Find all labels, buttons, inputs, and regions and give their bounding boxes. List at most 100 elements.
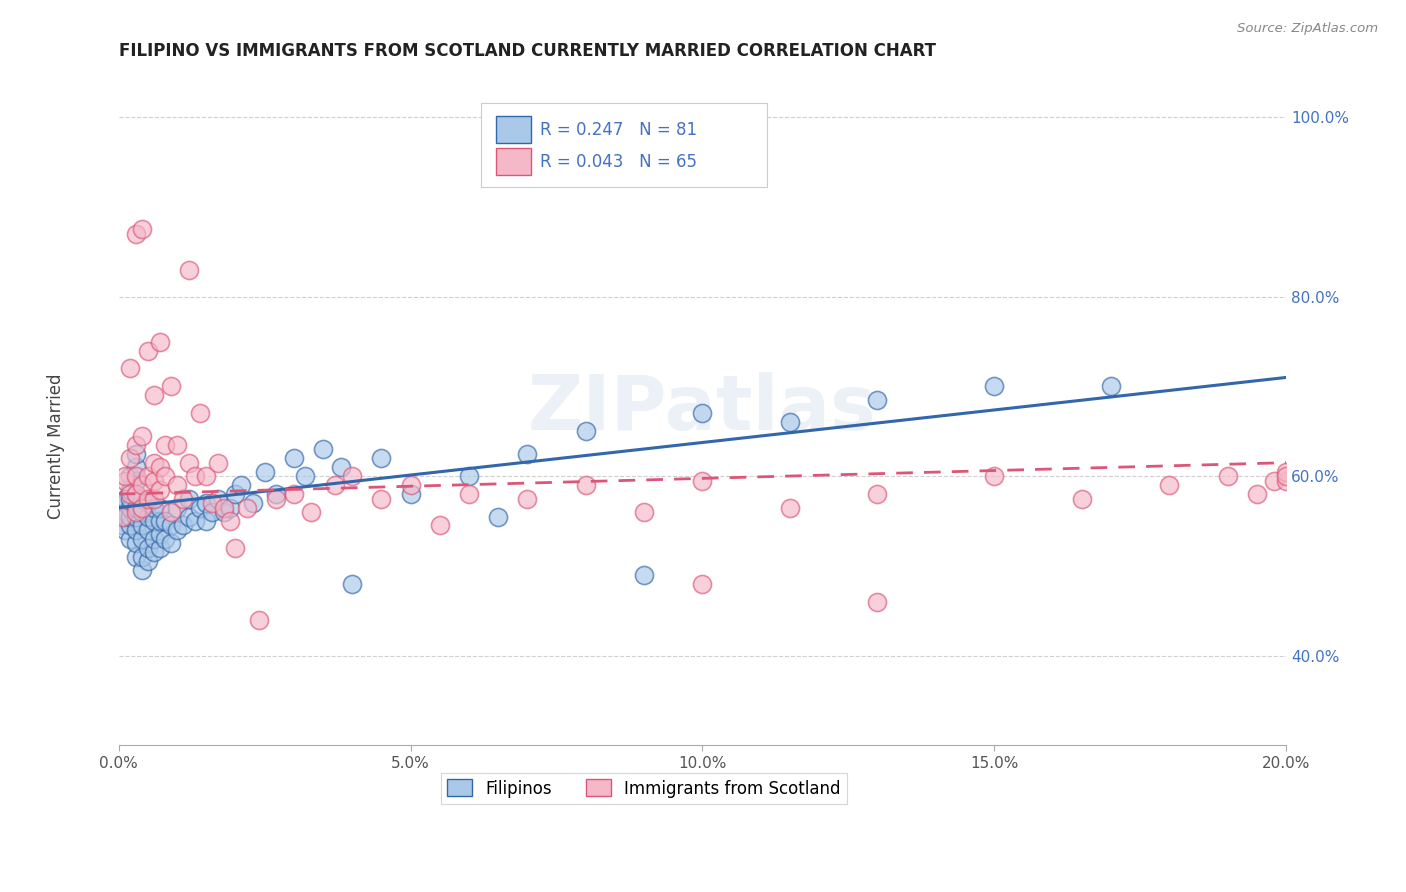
Point xyxy=(149,334,172,349)
Point xyxy=(120,361,142,376)
Point xyxy=(218,514,240,528)
Point xyxy=(177,509,200,524)
Point xyxy=(1070,491,1092,506)
Point xyxy=(166,523,188,537)
Point xyxy=(692,576,714,591)
Point xyxy=(114,474,136,488)
Point xyxy=(155,469,177,483)
Point xyxy=(1275,469,1298,483)
Point xyxy=(120,483,142,497)
Point xyxy=(329,460,352,475)
Point xyxy=(142,474,165,488)
Point xyxy=(370,451,392,466)
Point xyxy=(131,478,153,492)
Point xyxy=(160,518,183,533)
Point xyxy=(160,379,183,393)
Point xyxy=(212,500,235,515)
Point xyxy=(111,518,134,533)
Point xyxy=(516,491,538,506)
Point xyxy=(207,491,229,506)
Point xyxy=(125,523,148,537)
Point xyxy=(125,509,148,524)
Point xyxy=(195,514,218,528)
Point xyxy=(155,532,177,546)
Point xyxy=(149,483,172,497)
Point xyxy=(114,509,136,524)
Text: Source: ZipAtlas.com: Source: ZipAtlas.com xyxy=(1237,22,1378,36)
Point xyxy=(1263,474,1285,488)
Point xyxy=(370,491,392,506)
Point xyxy=(692,406,714,420)
Point xyxy=(224,487,246,501)
Point xyxy=(172,491,194,506)
Point xyxy=(120,487,142,501)
FancyBboxPatch shape xyxy=(481,103,766,186)
Point xyxy=(125,549,148,564)
Point xyxy=(160,536,183,550)
Point xyxy=(136,469,159,483)
FancyBboxPatch shape xyxy=(496,148,531,176)
Point xyxy=(312,442,335,457)
Point xyxy=(136,523,159,537)
Point xyxy=(201,505,224,519)
Point xyxy=(1216,469,1239,483)
Point xyxy=(131,518,153,533)
Point xyxy=(131,491,153,506)
Point xyxy=(114,469,136,483)
Point xyxy=(340,469,363,483)
Point xyxy=(136,509,159,524)
Point xyxy=(283,451,305,466)
Point xyxy=(1275,465,1298,479)
Point xyxy=(458,487,481,501)
Point xyxy=(212,505,235,519)
Point xyxy=(160,505,183,519)
Point xyxy=(142,491,165,506)
Point xyxy=(340,576,363,591)
Text: R = 0.043   N = 65: R = 0.043 N = 65 xyxy=(540,153,697,171)
Point xyxy=(114,509,136,524)
Point xyxy=(142,500,165,515)
Point xyxy=(177,262,200,277)
Point xyxy=(125,460,148,475)
Point xyxy=(131,549,153,564)
Point xyxy=(142,514,165,528)
Point xyxy=(125,505,148,519)
Point xyxy=(142,388,165,402)
Point xyxy=(125,487,148,501)
Point xyxy=(142,532,165,546)
Point xyxy=(779,500,801,515)
Point xyxy=(131,429,153,443)
Point xyxy=(177,456,200,470)
Point xyxy=(177,491,200,506)
Text: R = 0.247   N = 81: R = 0.247 N = 81 xyxy=(540,120,697,138)
Point xyxy=(120,491,142,506)
Point xyxy=(166,438,188,452)
Point xyxy=(866,392,889,407)
Point xyxy=(266,491,288,506)
Point xyxy=(224,541,246,555)
Point xyxy=(866,487,889,501)
Point xyxy=(120,509,142,524)
Point xyxy=(399,487,422,501)
Point xyxy=(166,500,188,515)
Point xyxy=(136,491,159,506)
Point xyxy=(692,474,714,488)
Point xyxy=(149,541,172,555)
Point xyxy=(149,500,172,515)
Point xyxy=(131,505,153,519)
Point xyxy=(1159,478,1181,492)
Point xyxy=(149,514,172,528)
Point xyxy=(983,469,1005,483)
Point xyxy=(120,532,142,546)
Point xyxy=(125,536,148,550)
Point xyxy=(136,496,159,510)
Point xyxy=(120,469,142,483)
Point xyxy=(114,505,136,519)
Point xyxy=(114,523,136,537)
Point xyxy=(149,527,172,541)
Point xyxy=(253,465,276,479)
Point xyxy=(486,509,509,524)
Point xyxy=(633,567,655,582)
Point xyxy=(131,563,153,577)
Point xyxy=(142,545,165,559)
